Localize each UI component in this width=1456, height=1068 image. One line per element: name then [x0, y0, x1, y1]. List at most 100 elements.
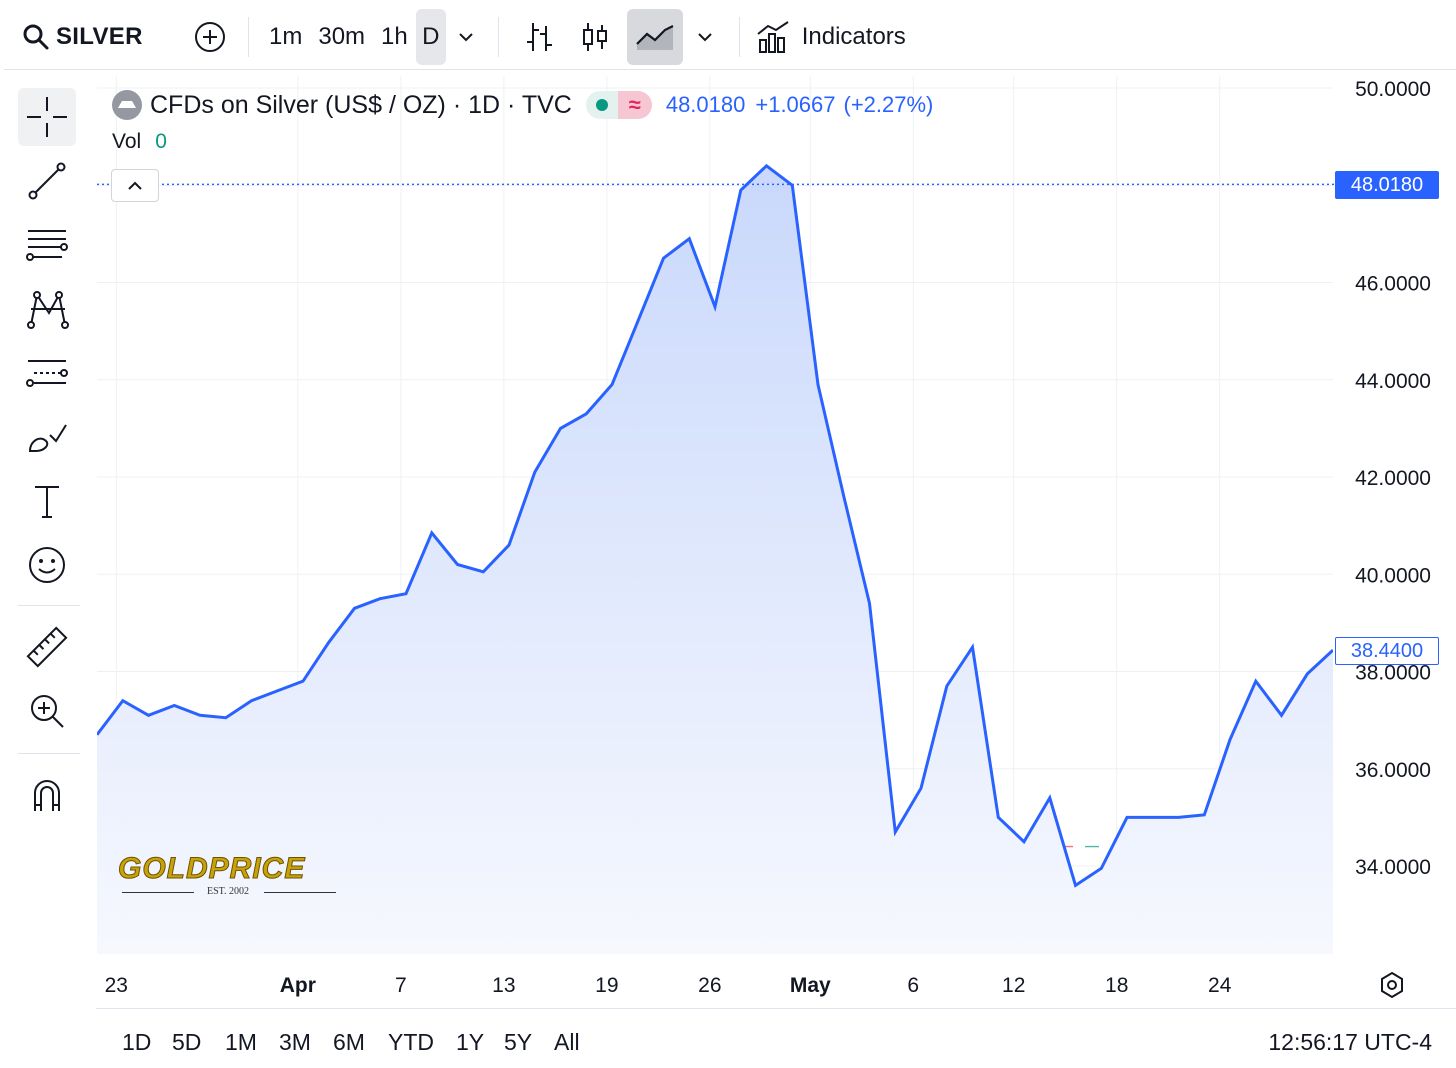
logo-est: EST. 2002 [206, 886, 250, 897]
x-tick-label: 12 [1002, 974, 1025, 997]
trend-line-tool[interactable] [18, 152, 76, 210]
legend-change-pct: (+2.27%) [843, 92, 934, 117]
chevron-up-icon [128, 181, 142, 190]
forecast-tool[interactable] [18, 344, 76, 402]
crosshair-icon [27, 97, 67, 137]
volume-label: Vol [112, 130, 142, 153]
x-tick-label: 7 [395, 974, 407, 997]
interval-30m[interactable]: 30m [318, 22, 366, 50]
x-tick-label: 6 [907, 974, 919, 997]
bottom-toolbar: 1D 5D 1M 3M 6M YTD 1Y 5Y All 12:56:17 UT… [96, 1008, 1456, 1068]
measure-tool[interactable] [18, 618, 76, 676]
emoji-tool[interactable] [18, 536, 76, 594]
legend-change: +1.0667 [755, 92, 836, 117]
drawing-toolbar [4, 76, 90, 1068]
interval-d[interactable]: D [415, 8, 446, 65]
time-zone-clock[interactable]: 12:56:17 UTC-4 [1268, 1029, 1432, 1055]
crosshair-tool[interactable] [18, 88, 76, 146]
interval-dropdown[interactable] [446, 9, 486, 65]
indicators-label: Indicators [801, 22, 906, 50]
range-5d[interactable]: 5D [172, 1029, 202, 1055]
chart-legend: CFDs on Silver (US$ / OZ) · 1D · TVC ≈ 4… [112, 88, 933, 122]
symbol-label: SILVER [56, 22, 143, 50]
y-tick-label: 50.0000 [1355, 78, 1431, 101]
brush-tool[interactable] [18, 408, 76, 466]
x-tick-label: 13 [492, 974, 515, 997]
text-icon [35, 486, 59, 518]
x-tick-label: 19 [595, 974, 618, 997]
delayed-data-icon: ≈ [617, 91, 652, 119]
settings-gear-icon[interactable] [1377, 970, 1407, 1000]
area-style-button[interactable] [626, 8, 683, 65]
interval-1h[interactable]: 1h [381, 22, 408, 50]
y-tick-label: 40.0000 [1355, 564, 1431, 587]
candlestick-icon [582, 22, 607, 51]
price-line [97, 163, 1333, 888]
bars-style-button[interactable] [511, 9, 567, 65]
range-1m[interactable]: 1M [225, 1029, 257, 1055]
legend-last-price: 48.0180 [665, 92, 746, 117]
zoom-tool[interactable] [18, 682, 76, 740]
toolbar-divider [18, 605, 80, 606]
magnet-tool[interactable] [18, 766, 76, 824]
price-chart[interactable]: 50.0000 46.0000 44.0000 42.0000 40.0000 38.00… [0, 0, 1456, 1008]
interval-1m[interactable]: 1m [269, 22, 303, 50]
chevron-down-icon [698, 32, 712, 41]
x-tick-label: May [790, 974, 831, 997]
horizontal-lines-icon [26, 230, 68, 261]
chart-type-dropdown[interactable] [683, 9, 727, 65]
top-toolbar: SILVER 1m 30m 1h D [4, 4, 1456, 70]
x-tick-label: 23 [105, 974, 128, 997]
range-ytd[interactable]: YTD [388, 1029, 434, 1055]
y-tick-label: 36.0000 [1355, 759, 1431, 782]
silver-bar-icon [112, 90, 142, 120]
symbol-search[interactable]: SILVER [4, 4, 184, 69]
logo-rule [264, 892, 336, 893]
toolbar-divider [18, 753, 80, 754]
y-tick-label: 38.0000 [1355, 662, 1431, 685]
candles-style-button[interactable] [567, 9, 623, 65]
x-tick-label: 18 [1105, 974, 1128, 997]
indicators-icon [757, 20, 789, 53]
range-5y[interactable]: 5Y [504, 1029, 533, 1055]
crosshair-price-tag: 38.4400 [1335, 637, 1439, 665]
pattern-icon [27, 291, 69, 329]
forecast-icon [26, 360, 68, 387]
toolbar-divider [248, 16, 249, 57]
range-1d[interactable]: 1D [122, 1029, 152, 1055]
magnet-icon [34, 780, 60, 811]
x-tick-label: 24 [1208, 974, 1232, 997]
indicators-button[interactable]: Indicators [752, 9, 914, 65]
trend-line-icon [28, 162, 66, 200]
logo-rule [122, 892, 194, 893]
ruler-icon [26, 626, 68, 668]
text-tool[interactable] [18, 472, 76, 530]
range-6m[interactable]: 6M [333, 1029, 365, 1055]
pattern-tool[interactable] [18, 280, 76, 338]
range-3m[interactable]: 3M [279, 1029, 311, 1055]
range-1y[interactable]: 1Y [456, 1029, 485, 1055]
smiley-icon [29, 547, 65, 583]
collapse-legend-button[interactable] [111, 169, 159, 202]
toolbar-divider [497, 16, 499, 57]
y-tick-label: 34.0000 [1355, 856, 1431, 879]
zoom-in-icon [31, 695, 64, 728]
search-icon [23, 24, 49, 49]
chevron-down-icon [459, 32, 473, 41]
market-open-indicator [585, 91, 618, 119]
symbol-title: CFDs on Silver (US$ / OZ) · 1D · TVC [150, 90, 572, 119]
x-tick-label: Apr [280, 974, 316, 997]
y-tick-label: 42.0000 [1355, 467, 1431, 490]
toolbar-divider [738, 16, 740, 57]
compare-button[interactable] [184, 9, 236, 65]
fib-tool[interactable] [18, 216, 76, 274]
area-chart-icon [635, 24, 674, 50]
logo-text: GOLDPRICE [118, 852, 306, 886]
market-status-pill[interactable]: ≈ [585, 91, 652, 119]
price-area-fill [97, 165, 1333, 954]
plus-circle-icon [195, 21, 225, 52]
brush-icon [28, 424, 67, 452]
range-all[interactable]: All [554, 1029, 580, 1055]
last-price-tag: 48.0180 [1335, 171, 1439, 199]
